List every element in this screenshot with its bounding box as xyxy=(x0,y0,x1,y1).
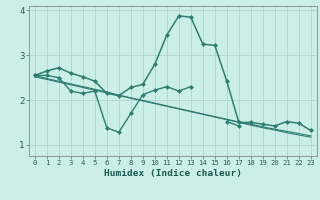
X-axis label: Humidex (Indice chaleur): Humidex (Indice chaleur) xyxy=(104,169,242,178)
